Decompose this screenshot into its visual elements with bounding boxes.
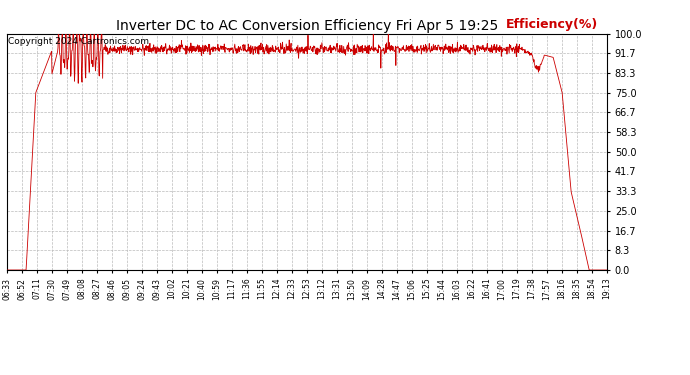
Title: Inverter DC to AC Conversion Efficiency Fri Apr 5 19:25: Inverter DC to AC Conversion Efficiency …: [116, 19, 498, 33]
Text: Copyright 2024 Cartronics.com: Copyright 2024 Cartronics.com: [8, 37, 149, 46]
Text: Efficiency(%): Efficiency(%): [506, 18, 598, 32]
